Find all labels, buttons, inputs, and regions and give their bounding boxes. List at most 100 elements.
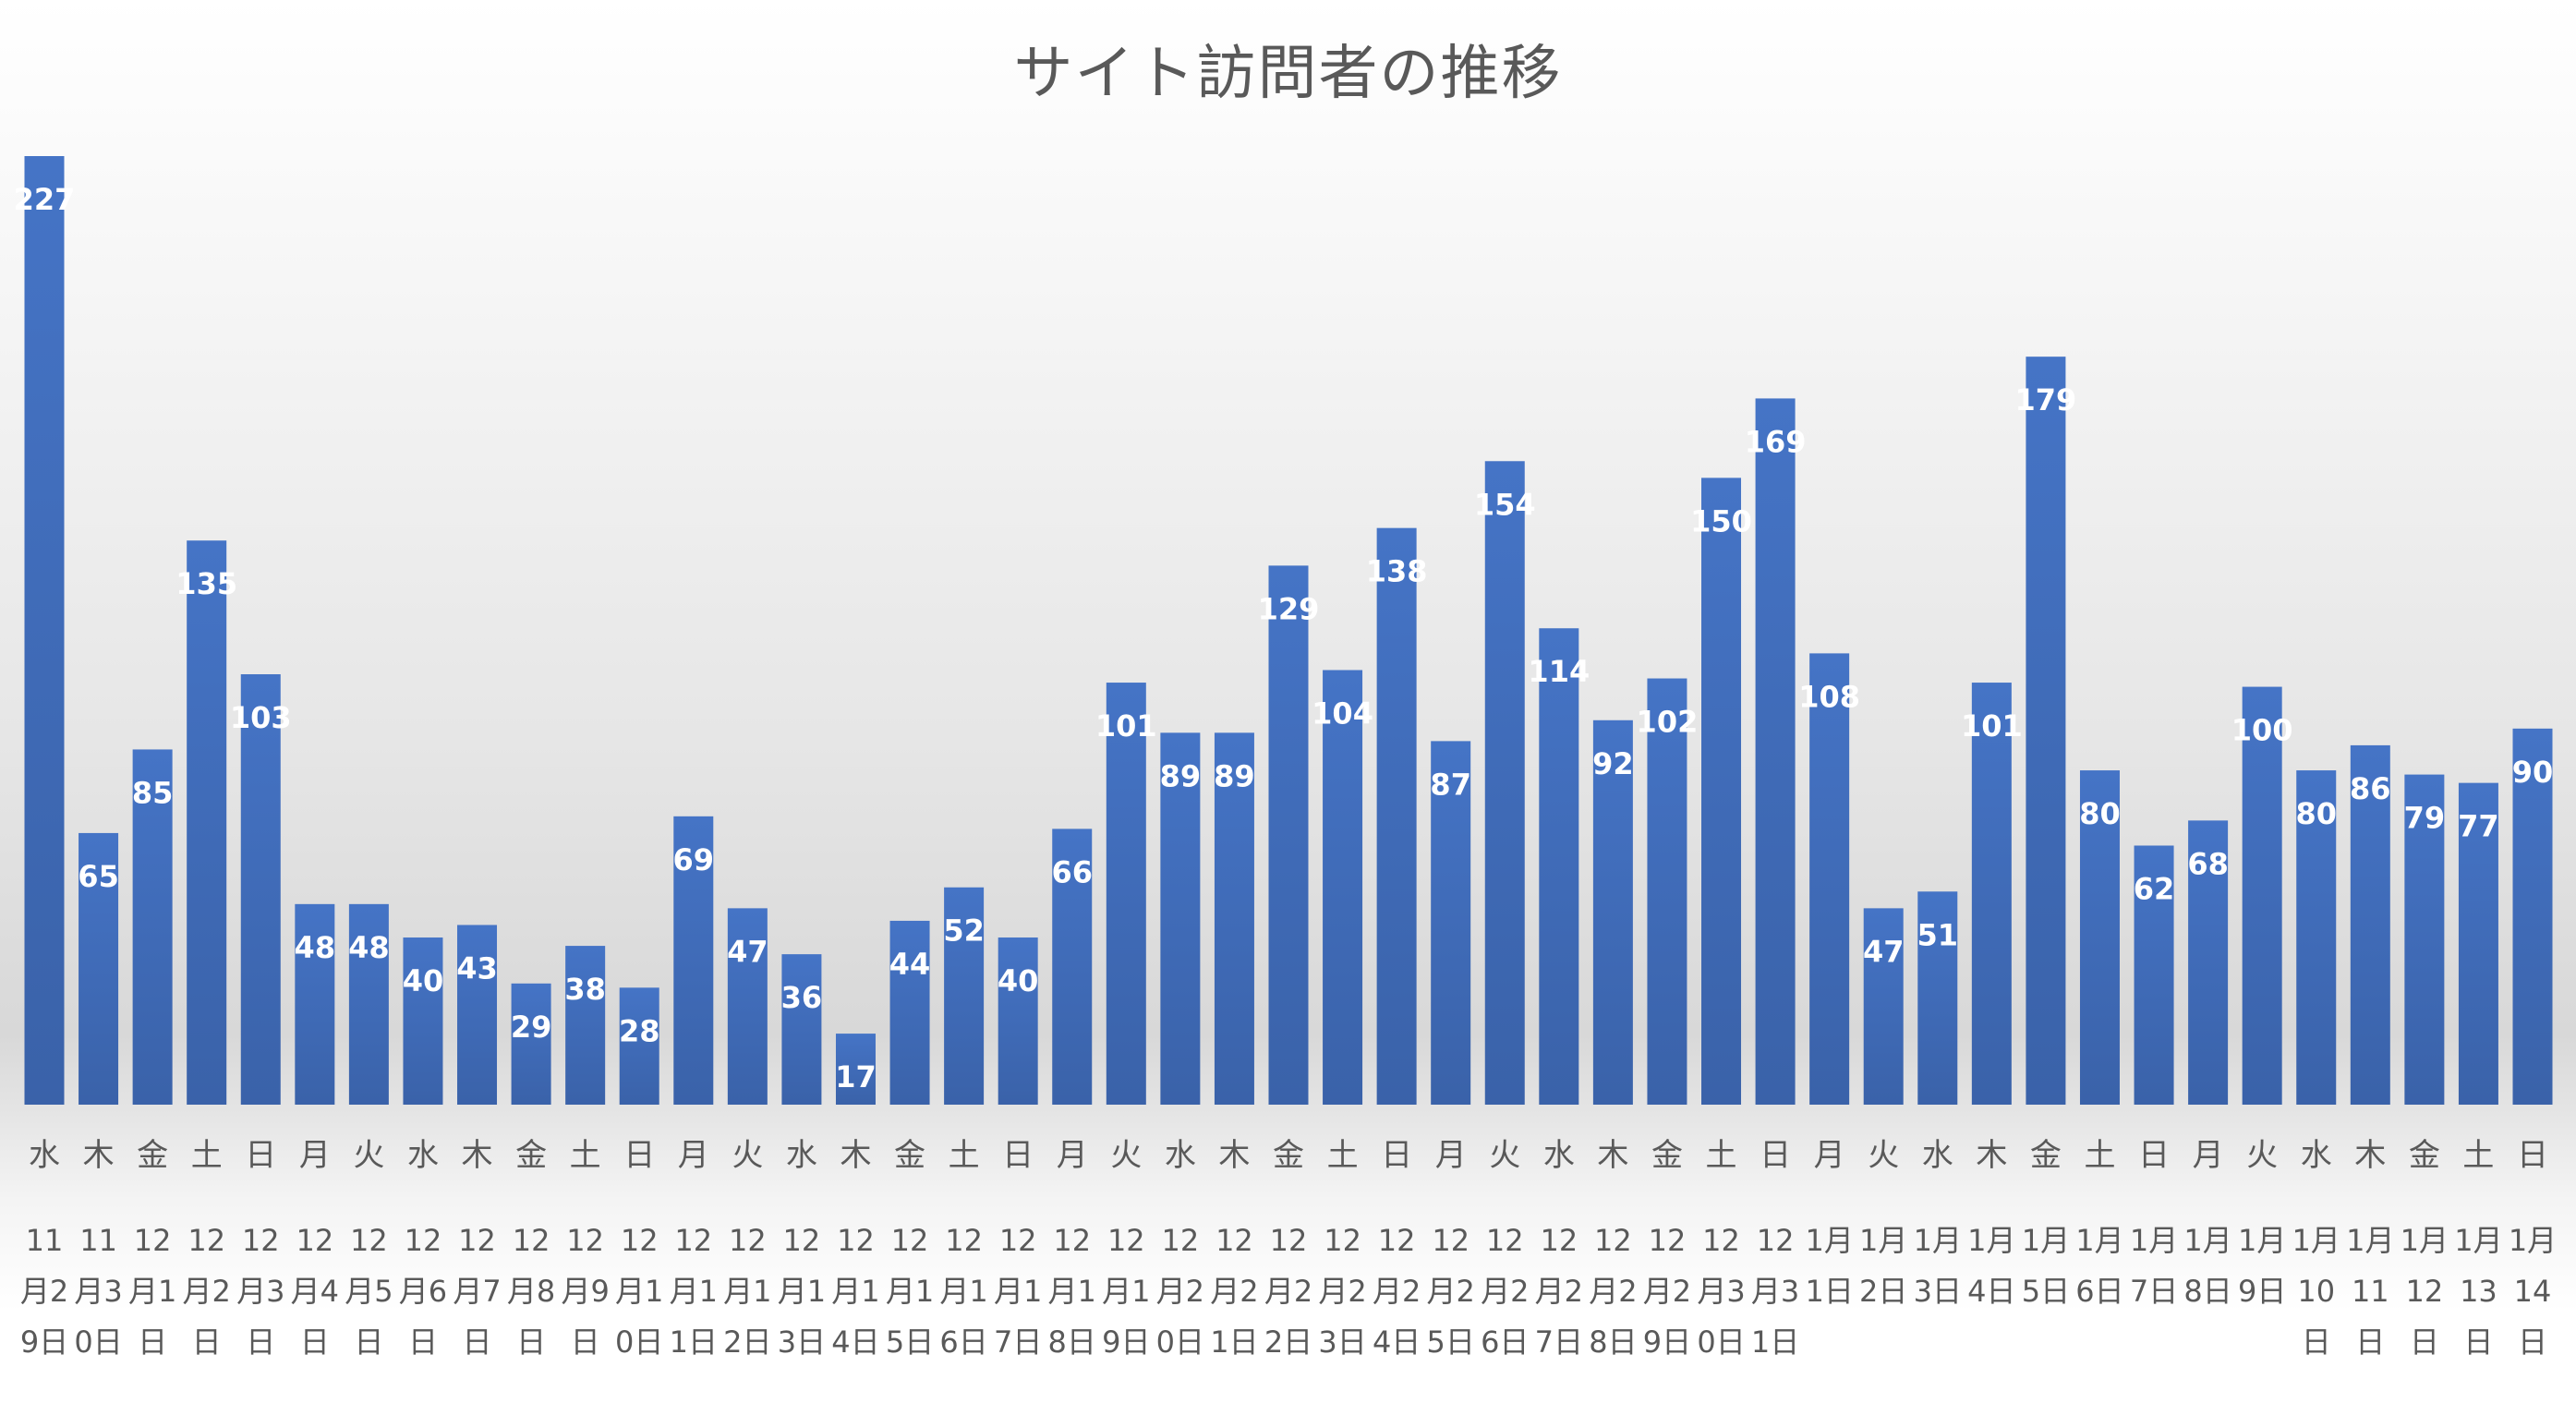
- bar: [2242, 686, 2282, 1105]
- x-tick-date: 12月2日: [182, 1223, 231, 1360]
- data-label: 114: [1528, 654, 1590, 689]
- x-tick-date: 12月17日: [993, 1223, 1043, 1360]
- bar: [348, 903, 389, 1105]
- x-tick-date: 1月5日: [2021, 1223, 2071, 1309]
- x-tick-date: 12月19日: [1102, 1223, 1151, 1360]
- x-tick-date: 12月16日: [939, 1223, 988, 1360]
- data-label: 101: [1961, 708, 2023, 744]
- bar: [1376, 527, 1417, 1105]
- data-label: 44: [889, 947, 931, 982]
- x-tick-date: 12月3日: [236, 1223, 285, 1360]
- bar: [2026, 357, 2066, 1106]
- bar: [944, 887, 985, 1105]
- bar: [565, 946, 606, 1105]
- x-tick-weekday: 月: [1814, 1137, 1845, 1174]
- x-tick-date: 11月30日: [74, 1223, 123, 1360]
- data-label: 62: [2134, 871, 2175, 906]
- x-tick-weekday: 木: [1597, 1137, 1628, 1174]
- x-tick-weekday: 月: [299, 1137, 331, 1174]
- x-tick-date: 1月6日: [2075, 1223, 2124, 1309]
- x-tick-date: 12月6日: [398, 1223, 448, 1360]
- bar: [511, 983, 551, 1105]
- data-label: 104: [1312, 695, 1373, 731]
- x-tick-weekday: 月: [1057, 1137, 1088, 1174]
- data-label: 79: [2404, 801, 2446, 836]
- x-tick-date: 12月27日: [1534, 1223, 1583, 1360]
- x-tick-weekday: 水: [29, 1137, 60, 1174]
- x-tick-date: 12月18日: [1047, 1223, 1096, 1360]
- x-tick-weekday: 日: [245, 1137, 276, 1174]
- x-tick-weekday: 日: [2138, 1137, 2170, 1174]
- bar: [781, 954, 822, 1105]
- bar: [1539, 628, 1579, 1105]
- data-label: 36: [781, 980, 823, 1015]
- bar: [24, 156, 65, 1105]
- x-tick-weekday: 金: [515, 1137, 547, 1174]
- data-label: 86: [2350, 771, 2391, 806]
- x-tick-date: 12月7日: [453, 1223, 502, 1360]
- bar: [79, 832, 119, 1105]
- x-tick-weekday: 水: [407, 1137, 439, 1174]
- data-label: 80: [2295, 796, 2337, 831]
- x-tick-weekday: 水: [1922, 1137, 1953, 1174]
- bar: [1971, 683, 2012, 1105]
- bar: [2404, 774, 2445, 1105]
- x-tick-weekday: 水: [1165, 1137, 1196, 1174]
- data-label: 52: [943, 913, 985, 949]
- x-tick-weekday: 金: [137, 1137, 168, 1174]
- bar: [132, 749, 173, 1105]
- x-tick-weekday: 日: [1002, 1137, 1034, 1174]
- data-label: 154: [1474, 487, 1536, 522]
- bar: [1484, 461, 1525, 1106]
- x-tick-weekday: 火: [353, 1137, 384, 1174]
- x-tick-weekday: 金: [2409, 1137, 2440, 1174]
- data-label: 150: [1690, 503, 1752, 538]
- bar: [1592, 720, 1633, 1105]
- data-label: 80: [2079, 796, 2121, 831]
- bar: [2350, 744, 2390, 1105]
- data-label: 87: [1430, 767, 1471, 802]
- data-label: 47: [1863, 934, 1905, 969]
- bar: [295, 903, 335, 1105]
- bar: [1106, 683, 1146, 1105]
- bar: [1431, 741, 1471, 1105]
- data-label: 47: [727, 934, 768, 969]
- data-label: 38: [564, 972, 606, 1007]
- bar: [2079, 770, 2120, 1105]
- bar: [1755, 398, 1796, 1105]
- bar: [1809, 653, 1850, 1105]
- x-tick-weekday: 月: [678, 1137, 709, 1174]
- data-label: 90: [2512, 755, 2554, 790]
- x-tick-weekday: 土: [1706, 1137, 1737, 1174]
- data-label: 100: [2231, 713, 2293, 748]
- x-tick-weekday: 土: [2462, 1137, 2494, 1174]
- x-tick-weekday: 日: [2517, 1137, 2548, 1174]
- x-tick-date: 12月1日: [127, 1223, 177, 1360]
- x-tick-weekday: 木: [840, 1137, 871, 1174]
- x-tick-weekday: 土: [2084, 1137, 2115, 1174]
- x-tick-date: 12月26日: [1481, 1223, 1530, 1360]
- data-label: 40: [403, 963, 444, 998]
- x-tick-weekday: 火: [732, 1137, 763, 1174]
- x-tick-date: 1月9日: [2237, 1223, 2287, 1309]
- x-tick-weekday: 木: [1218, 1137, 1250, 1174]
- x-tick-weekday: 木: [462, 1137, 493, 1174]
- x-tick-date: 12月13日: [777, 1223, 827, 1360]
- x-tick-weekday: 水: [1543, 1137, 1575, 1174]
- bar: [403, 937, 443, 1105]
- bar: [2134, 845, 2174, 1105]
- x-tick-date: 12月20日: [1155, 1223, 1205, 1360]
- x-tick-date: 1月13日: [2454, 1223, 2503, 1360]
- bar: [1214, 732, 1254, 1105]
- data-label: 48: [295, 930, 336, 965]
- data-label: 77: [2458, 809, 2499, 844]
- x-tick-weekday: 火: [1868, 1137, 1899, 1174]
- data-label: 43: [456, 950, 498, 986]
- bar: [2188, 820, 2229, 1105]
- bar: [1647, 678, 1687, 1105]
- data-label: 85: [132, 775, 174, 810]
- bar: [1052, 828, 1093, 1105]
- x-tick-date: 1月4日: [1967, 1223, 2016, 1309]
- data-label: 102: [1637, 705, 1699, 740]
